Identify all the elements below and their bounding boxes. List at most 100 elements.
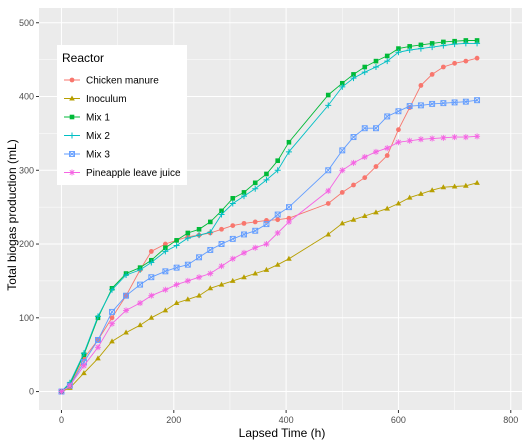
- data-point-chicken-manure-shape: [429, 71, 435, 77]
- data-point-inoculum: [207, 285, 214, 291]
- data-point-mix-3: [162, 268, 169, 275]
- data-point-mix-1: [373, 58, 379, 64]
- data-point-pineapple-leave-juice-shape: [137, 300, 144, 307]
- y-tick-label: 0: [29, 387, 34, 397]
- data-point-mix-2-shape: [80, 350, 87, 357]
- data-point-inoculum: [395, 200, 402, 206]
- data-point-mix-1: [325, 92, 331, 98]
- data-point-mix-1: [362, 64, 368, 70]
- data-point-mix-3-shape: [148, 274, 155, 281]
- data-point-mix-3-cross: [95, 337, 101, 343]
- data-point-pineapple-leave-juice-shape: [417, 136, 424, 143]
- data-point-pineapple-leave-juice: [229, 255, 236, 262]
- data-point-mix-2-shape: [94, 313, 101, 320]
- data-point-mix-2-shape: [109, 286, 116, 293]
- data-point-chicken-manure-shape: [440, 64, 446, 70]
- series-line-inoculum: [61, 182, 478, 393]
- data-point-inoculum-shape: [207, 285, 214, 291]
- data-point-mix-3-cross: [406, 103, 413, 109]
- data-point-mix-2-shape: [474, 40, 481, 47]
- legend-label: Mix 3: [86, 150, 110, 161]
- data-point-chicken-manure-shape: [252, 219, 258, 225]
- series-pineapple-leave-juice: [58, 133, 481, 395]
- legend-background: [57, 45, 187, 185]
- data-point-mix-2: [339, 83, 346, 90]
- data-point-pineapple-leave-juice-shape: [218, 263, 225, 270]
- data-point-mix-2: [395, 49, 402, 56]
- data-point-mix-3-shape: [95, 336, 101, 343]
- data-point-pineapple-leave-juice: [109, 320, 116, 327]
- data-point-pineapple-leave-juice-shape: [474, 133, 481, 140]
- data-point-mix-2: [361, 69, 368, 76]
- data-point-chicken-manure: [148, 249, 154, 254]
- data-point-chicken-manure-shape: [148, 249, 154, 254]
- data-point-pineapple-leave-juice-shape: [94, 344, 101, 351]
- data-point-mix-3: [451, 99, 458, 106]
- legend-item-pineapple-leave-juice: Pineapple leave juice: [64, 168, 181, 179]
- data-point-mix-2: [94, 313, 101, 320]
- data-point-mix-3: [474, 97, 481, 104]
- data-point-inoculum: [440, 184, 447, 190]
- data-point-mix-1: [219, 208, 224, 214]
- data-point-mix-3-cross: [463, 98, 469, 105]
- data-point-mix-2-shape: [462, 40, 469, 47]
- data-point-pineapple-leave-juice: [58, 388, 65, 395]
- data-point-pineapple-leave-juice-shape: [148, 292, 155, 299]
- data-point-inoculum: [474, 179, 480, 185]
- data-point-inoculum-shape: [406, 194, 413, 200]
- data-point-mix-1: [441, 39, 446, 45]
- data-point-mix-1-shape: [219, 208, 224, 214]
- series-mix-3: [58, 97, 481, 395]
- data-point-mix-2-shape: [263, 176, 270, 183]
- y-axis-title: Total biogas production (mL): [5, 139, 19, 290]
- data-point-mix-3: [263, 221, 270, 228]
- data-point-mix-2: [406, 47, 413, 54]
- data-point-mix-2: [474, 40, 481, 47]
- series-mix-2: [58, 40, 481, 395]
- data-point-mix-3-shape: [384, 113, 391, 120]
- data-point-pineapple-leave-juice-shape: [440, 134, 447, 141]
- legend-key-marker: [69, 77, 75, 83]
- data-point-mix-3-cross: [148, 274, 155, 281]
- data-point-inoculum-shape: [218, 281, 225, 287]
- data-point-pineapple-leave-juice-shape: [263, 241, 270, 248]
- legend-label: Pineapple leave juice: [86, 168, 181, 179]
- data-point-inoculum: [325, 231, 332, 237]
- data-point-chicken-manure: [339, 190, 345, 195]
- data-point-mix-2: [429, 44, 436, 51]
- y-tick-label: 400: [19, 92, 34, 102]
- data-point-mix-2: [137, 266, 144, 273]
- x-tick-label: 400: [279, 415, 294, 425]
- data-point-pineapple-leave-juice: [417, 136, 424, 143]
- data-point-chicken-manure: [109, 315, 115, 321]
- data-point-inoculum: [263, 266, 270, 272]
- data-point-inoculum-shape: [286, 255, 292, 261]
- data-point-inoculum-shape: [81, 370, 87, 376]
- data-point-mix-1-shape: [362, 64, 368, 70]
- data-point-mix-2: [372, 64, 379, 71]
- data-point-mix-1-shape: [163, 245, 168, 251]
- data-point-chicken-manure-shape: [230, 223, 236, 228]
- data-point-pineapple-leave-juice: [80, 362, 87, 369]
- data-point-mix-3-cross: [384, 113, 390, 120]
- legend-label: Chicken manure: [86, 76, 159, 87]
- data-point-inoculum: [148, 314, 155, 320]
- data-point-mix-2: [109, 286, 116, 293]
- data-point-inoculum: [185, 296, 191, 302]
- data-point-mix-2: [462, 40, 469, 47]
- data-point-inoculum-shape: [241, 274, 247, 280]
- data-point-mix-1-shape: [252, 180, 258, 186]
- data-point-inoculum-shape: [229, 277, 236, 283]
- data-point-mix-3: [417, 102, 424, 109]
- data-point-inoculum: [81, 370, 87, 376]
- data-point-chicken-manure: [384, 153, 390, 158]
- data-point-mix-2-shape: [207, 229, 214, 236]
- data-point-inoculum: [339, 220, 346, 226]
- data-point-mix-1-shape: [351, 72, 356, 77]
- data-point-mix-3-cross: [350, 134, 357, 140]
- data-point-inoculum-shape: [451, 183, 458, 189]
- data-point-inoculum: [137, 322, 143, 328]
- legend-key-marker-cross: [69, 151, 75, 157]
- data-point-mix-3-shape: [109, 308, 115, 315]
- data-point-mix-2-shape: [361, 69, 368, 76]
